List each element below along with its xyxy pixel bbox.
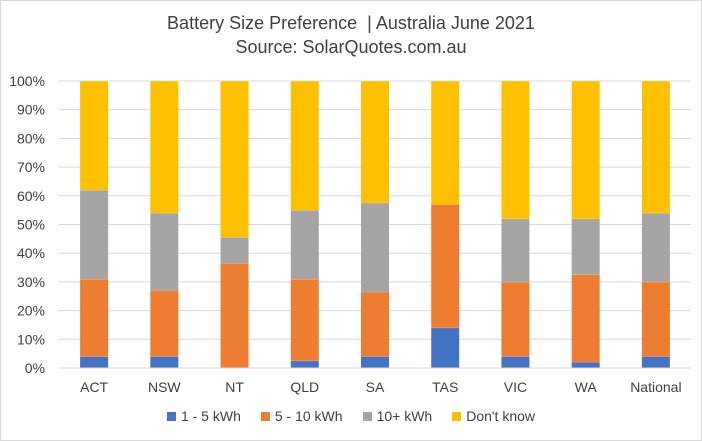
x-tick-label: National [630, 379, 681, 395]
bar-segment [80, 190, 109, 280]
y-tick-label: 30% [17, 274, 45, 290]
bar-segment [150, 290, 179, 357]
bar-segment [361, 291, 389, 357]
bar-segment [501, 356, 530, 368]
x-tick-label: NT [225, 379, 244, 395]
bar-segment [290, 279, 319, 361]
x-tick-label: ACT [80, 379, 108, 395]
x-tick-label: NSW [148, 379, 181, 395]
bar-segment [80, 279, 109, 357]
chart-legend: 1 - 5 kWh 5 - 10 kWh 10+ kWh Don't know [1, 408, 701, 424]
y-tick-label: 70% [17, 159, 45, 175]
legend-label: 10+ kWh [376, 408, 433, 424]
bar-segment [361, 356, 389, 368]
legend-item: 5 - 10 kWh [260, 408, 343, 424]
y-tick-label: 100% [9, 73, 45, 89]
bar-segment [290, 81, 319, 211]
bar-segment [80, 81, 109, 191]
y-tick-label: 90% [17, 102, 45, 118]
bar-segment [501, 218, 530, 282]
bar-segment [641, 281, 670, 357]
bar-segment [501, 281, 530, 357]
bar-segment [641, 356, 670, 368]
bar-segment [361, 202, 389, 292]
bar-segment [220, 263, 249, 368]
bar-segment [641, 81, 670, 214]
y-tick-label: 20% [17, 303, 45, 319]
legend-swatch [260, 411, 270, 421]
x-tick-label: WA [575, 379, 598, 395]
bar-segment [361, 81, 389, 203]
bar-segment [571, 81, 600, 219]
chart-subtitle: Source: SolarQuotes.com.au [235, 37, 467, 57]
y-tick-label: 40% [17, 245, 45, 261]
legend-label: Don't know [466, 408, 536, 424]
bar-segment [571, 218, 600, 275]
bar-segment [220, 81, 249, 238]
bars [80, 80, 670, 368]
x-tick-label: SA [366, 379, 385, 395]
bar-segment [80, 356, 109, 368]
bar-segment [220, 237, 249, 264]
legend-swatch [452, 411, 462, 421]
y-axis-tick-labels: 0% 10% 20% 30% 40% 50% 60% 70% 80% 90% 100% [9, 73, 45, 376]
chart-title-block: Battery Size Preference | Australia June… [1, 11, 701, 59]
y-tick-label: 80% [17, 130, 45, 146]
y-tick-label: 60% [17, 188, 45, 204]
bar-segment [431, 81, 460, 205]
y-tick-label: 50% [17, 217, 45, 233]
bar-segment [501, 81, 530, 219]
legend-label: 1 - 5 kWh [180, 408, 241, 424]
bar-segment [431, 204, 460, 328]
legend-item: Don't know [452, 408, 535, 424]
bar-segment [150, 213, 179, 291]
legend-item: 10+ kWh [362, 408, 433, 424]
x-tick-label: QLD [290, 379, 319, 395]
legend-label: 5 - 10 kWh [274, 408, 343, 424]
y-tick-label: 10% [17, 331, 45, 347]
bar-segment [571, 274, 600, 363]
bar-segment [571, 362, 600, 368]
legend-swatch [362, 411, 372, 421]
bar-segment [290, 360, 319, 368]
chart-title: Battery Size Preference | Australia June… [167, 13, 535, 33]
bar-segment [641, 213, 670, 282]
y-tick-label: 0% [25, 360, 45, 376]
bar-segment [150, 356, 179, 368]
x-tick-label: VIC [504, 379, 527, 395]
bar-segment [290, 210, 319, 280]
legend-swatch [166, 411, 176, 421]
bar-segment [431, 327, 460, 368]
legend-item: 1 - 5 kWh [166, 408, 241, 424]
x-axis-tick-labels: ACT NSW NT QLD SA TAS VIC WA National [80, 379, 681, 395]
bar-segment [150, 81, 179, 214]
x-tick-label: TAS [432, 379, 458, 395]
